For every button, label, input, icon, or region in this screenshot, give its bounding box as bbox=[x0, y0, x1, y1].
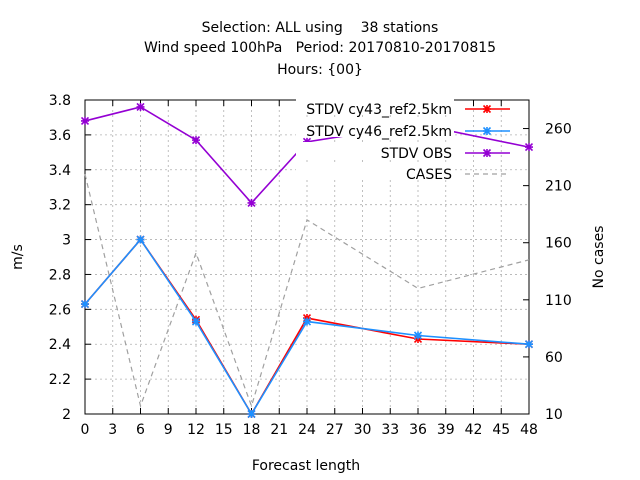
x-tick-label: 36 bbox=[409, 422, 427, 438]
y-tick-label: 2.6 bbox=[49, 302, 71, 318]
data-point bbox=[191, 136, 201, 145]
legend-label: STDV OBS bbox=[381, 146, 452, 162]
y2-tick-label: 260 bbox=[545, 122, 572, 138]
series-3 bbox=[84, 174, 530, 409]
legend-label-bg bbox=[296, 98, 454, 115]
legend-label: CASES bbox=[406, 167, 452, 183]
x-tick-label: 18 bbox=[243, 422, 261, 438]
y-tick-label: 2.4 bbox=[49, 337, 71, 353]
y-axis-label: m/s bbox=[10, 244, 26, 270]
x-tick-label: 6 bbox=[136, 422, 145, 438]
y2-tick-label: 110 bbox=[545, 293, 572, 309]
x-tick-label: 21 bbox=[270, 422, 288, 438]
x-tick-label: 12 bbox=[187, 422, 205, 438]
y2-tick-label: 210 bbox=[545, 179, 572, 195]
legend-marker bbox=[482, 148, 492, 158]
data-point bbox=[80, 300, 90, 309]
x-tick-label: 27 bbox=[326, 422, 344, 438]
x-tick-label: 33 bbox=[381, 422, 399, 438]
y-tick-label: 2 bbox=[62, 407, 71, 423]
legend-label-bg bbox=[296, 163, 454, 180]
x-tick-label: 48 bbox=[520, 422, 538, 438]
chart-title-line-1: Selection: ALL using 38 stations bbox=[201, 20, 439, 36]
legend-marker bbox=[482, 126, 492, 136]
x-axis: 0 3 6 9 12 15 18 21 24 27 30 33 36 39 42 45 48 bbox=[81, 100, 538, 438]
data-point bbox=[302, 317, 312, 326]
data-point bbox=[80, 116, 90, 125]
series-layer bbox=[80, 102, 534, 419]
x-axis-label: Forecast length bbox=[252, 458, 360, 474]
x-tick-label: 45 bbox=[492, 422, 510, 438]
y2-axis: 10 60 110 160 210 260 bbox=[523, 122, 572, 423]
x-tick-label: 42 bbox=[465, 422, 483, 438]
x-tick-label: 3 bbox=[108, 422, 117, 438]
y-tick-label: 3.8 bbox=[49, 93, 71, 109]
x-tick-label: 9 bbox=[164, 422, 173, 438]
data-point bbox=[191, 317, 201, 326]
y-tick-label: 3.6 bbox=[49, 128, 71, 144]
legend-label: STDV cy46_ref2.5km bbox=[306, 124, 452, 140]
legend-label-bg bbox=[296, 120, 454, 137]
chart-title-line-2: Wind speed 100hPa Period: 20170810-20170… bbox=[143, 40, 497, 56]
data-point bbox=[524, 143, 534, 152]
data-point bbox=[247, 409, 256, 419]
grid bbox=[85, 100, 529, 414]
legend-marker bbox=[482, 104, 492, 114]
data-point bbox=[136, 235, 145, 244]
chart-title-line-3: Hours: {00} bbox=[277, 62, 363, 78]
y-tick-label: 3.2 bbox=[49, 198, 71, 214]
series-line bbox=[84, 174, 530, 409]
y-axis: 2 2.2 2.4 2.6 2.8 3 3.2 3.4 3.6 3.8 bbox=[49, 93, 91, 423]
y-tick-label: 3 bbox=[62, 233, 71, 249]
y-tick-label: 2.8 bbox=[49, 267, 71, 283]
legend: STDV cy43_ref2.5km STDV cy46_ref2.5km STDV… bbox=[296, 98, 510, 183]
x-tick-label: 0 bbox=[81, 422, 90, 438]
x-tick-label: 15 bbox=[215, 422, 233, 438]
y2-tick-label: 10 bbox=[545, 407, 563, 423]
x-tick-label: 24 bbox=[298, 422, 316, 438]
data-point bbox=[524, 340, 534, 349]
legend-label-bg bbox=[296, 142, 454, 159]
y2-tick-label: 60 bbox=[545, 350, 563, 366]
data-point bbox=[413, 331, 423, 340]
legend-label: STDV cy43_ref2.5km bbox=[306, 102, 452, 118]
data-point bbox=[302, 137, 312, 146]
series-1 bbox=[80, 235, 534, 419]
x-tick-label: 39 bbox=[437, 422, 455, 438]
y2-axis-label: No cases bbox=[591, 226, 607, 289]
data-point bbox=[136, 102, 145, 112]
x-tick-label: 30 bbox=[354, 422, 372, 438]
y-tick-label: 2.2 bbox=[49, 372, 71, 388]
y-tick-label: 3.4 bbox=[49, 163, 71, 179]
data-point bbox=[247, 198, 256, 207]
y2-tick-label: 160 bbox=[545, 236, 572, 252]
